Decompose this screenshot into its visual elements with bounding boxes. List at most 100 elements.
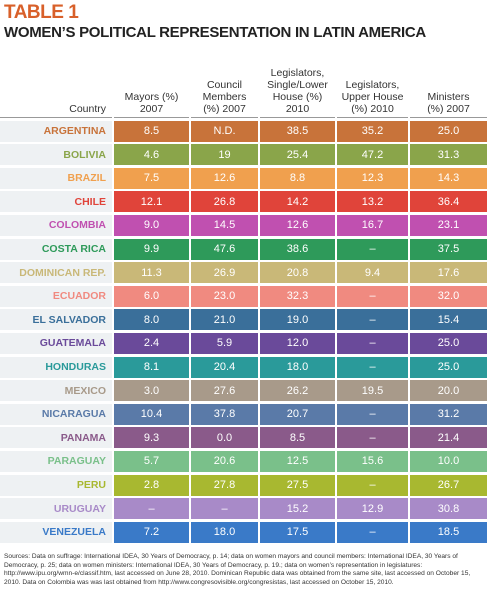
value-cell: 38.5 <box>260 120 335 142</box>
value-cell: 20.4 <box>191 356 258 378</box>
value-cell: 15.2 <box>260 498 335 520</box>
value-cell: 23.1 <box>410 214 487 236</box>
value-cell: – <box>191 498 258 520</box>
value-cell: 20.8 <box>260 262 335 284</box>
value-cell: – <box>337 309 408 331</box>
value-cell: – <box>337 356 408 378</box>
value-cell: 8.1 <box>114 356 189 378</box>
value-cell: 12.5 <box>260 450 335 472</box>
value-cell: – <box>337 474 408 496</box>
value-cell: – <box>114 498 189 520</box>
value-cell: 8.0 <box>114 309 189 331</box>
value-cell: – <box>337 332 408 354</box>
value-cell: – <box>337 285 408 307</box>
value-cell: 27.5 <box>260 474 335 496</box>
value-cell: 37.5 <box>410 238 487 260</box>
value-cell: 38.6 <box>260 238 335 260</box>
value-cell: 31.2 <box>410 403 487 425</box>
value-cell: 12.6 <box>260 214 335 236</box>
value-cell: 23.0 <box>191 285 258 307</box>
value-cell: – <box>337 427 408 449</box>
country-name: MEXICO <box>0 380 112 402</box>
value-cell: 12.9 <box>337 498 408 520</box>
value-cell: – <box>337 521 408 543</box>
value-cell: N.D. <box>191 120 258 142</box>
value-cell: 14.3 <box>410 167 487 189</box>
value-cell: 12.1 <box>114 191 189 213</box>
value-cell: 16.7 <box>337 214 408 236</box>
value-cell: 32.0 <box>410 285 487 307</box>
column-header: Mayors (%) 2007 <box>114 54 189 118</box>
table-label: TABLE 1 <box>4 2 79 23</box>
value-cell: 14.2 <box>260 191 335 213</box>
value-cell: 8.8 <box>260 167 335 189</box>
value-cell: 17.6 <box>410 262 487 284</box>
value-cell: 12.3 <box>337 167 408 189</box>
value-cell: 32.3 <box>260 285 335 307</box>
sources: Sources: Data on suffrage: International… <box>4 553 471 586</box>
value-cell: 5.7 <box>114 450 189 472</box>
value-cell: 6.0 <box>114 285 189 307</box>
value-cell: 17.5 <box>260 521 335 543</box>
value-cell: 25.0 <box>410 120 487 142</box>
value-cell: 3.0 <box>114 380 189 402</box>
value-cell: 15.4 <box>410 309 487 331</box>
value-cell: 7.5 <box>114 167 189 189</box>
column-header: Council Members (%) 2007 <box>191 54 258 118</box>
value-cell: 20.6 <box>191 450 258 472</box>
country-name: BOLIVIA <box>0 144 112 166</box>
column-header: Legislators, Single/Lower House (%) 2010 <box>260 54 335 118</box>
country-name: PARAGUAY <box>0 450 112 472</box>
country-name: COSTA RICA <box>0 238 112 260</box>
country-name: EL SALVADOR <box>0 309 112 331</box>
value-cell: 31.3 <box>410 144 487 166</box>
value-cell: 36.4 <box>410 191 487 213</box>
table-title: WOMEN’S POLITICAL REPRESENTATION IN LATI… <box>4 24 426 41</box>
value-cell: 26.8 <box>191 191 258 213</box>
country-name: BRAZIL <box>0 167 112 189</box>
value-cell: 8.5 <box>260 427 335 449</box>
country-name: VENEZUELA <box>0 521 112 543</box>
country-name: CHILE <box>0 191 112 213</box>
value-cell: 8.5 <box>114 120 189 142</box>
value-cell: 15.6 <box>337 450 408 472</box>
country-name: COLOMBIA <box>0 214 112 236</box>
value-cell: 18.5 <box>410 521 487 543</box>
column-header: Country <box>0 54 112 118</box>
value-cell: 18.0 <box>260 356 335 378</box>
value-cell: 9.3 <box>114 427 189 449</box>
value-cell: 26.9 <box>191 262 258 284</box>
value-cell: 37.8 <box>191 403 258 425</box>
value-cell: 9.4 <box>337 262 408 284</box>
value-cell: 20.0 <box>410 380 487 402</box>
country-name: ARGENTINA <box>0 120 112 142</box>
value-cell: 21.0 <box>191 309 258 331</box>
column-header: Legislators, Upper House (%) 2010 <box>337 54 408 118</box>
value-cell: 14.5 <box>191 214 258 236</box>
value-cell: 19.0 <box>260 309 335 331</box>
country-name: DOMINICAN REP. <box>0 262 112 284</box>
value-cell: 10.0 <box>410 450 487 472</box>
country-name: PANAMA <box>0 427 112 449</box>
value-cell: 18.0 <box>191 521 258 543</box>
country-name: URUGUAY <box>0 498 112 520</box>
value-cell: 7.2 <box>114 521 189 543</box>
column-header: Ministers (%) 2007 <box>410 54 487 118</box>
value-cell: 13.2 <box>337 191 408 213</box>
value-cell: 20.7 <box>260 403 335 425</box>
value-cell: 0.0 <box>191 427 258 449</box>
value-cell: 35.2 <box>337 120 408 142</box>
value-cell: 11.3 <box>114 262 189 284</box>
value-cell: 27.8 <box>191 474 258 496</box>
value-cell: 25.0 <box>410 356 487 378</box>
value-cell: – <box>337 238 408 260</box>
value-cell: 9.9 <box>114 238 189 260</box>
value-cell: – <box>337 403 408 425</box>
value-cell: 2.8 <box>114 474 189 496</box>
value-cell: 47.6 <box>191 238 258 260</box>
value-cell: 5.9 <box>191 332 258 354</box>
value-cell: 4.6 <box>114 144 189 166</box>
value-cell: 2.4 <box>114 332 189 354</box>
value-cell: 26.2 <box>260 380 335 402</box>
value-cell: 19 <box>191 144 258 166</box>
